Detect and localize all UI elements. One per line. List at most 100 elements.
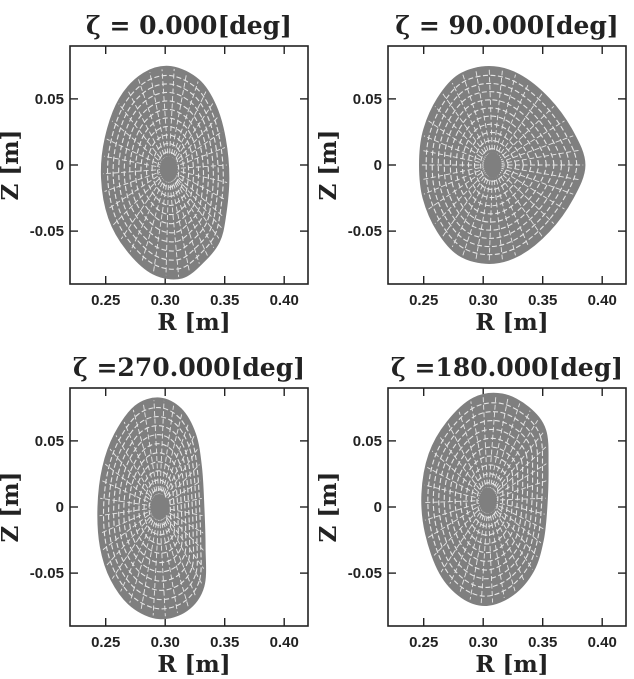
radial-grid-line bbox=[442, 93, 490, 160]
radial-grid-line bbox=[488, 508, 505, 598]
radial-grid-line bbox=[447, 422, 486, 495]
flux-surface-line bbox=[133, 461, 179, 554]
x-tick-label: 0.25 bbox=[91, 634, 120, 651]
y-axis-label: Z [m] bbox=[315, 472, 342, 543]
radial-grid-line bbox=[442, 170, 490, 237]
y-tick-label: -0.05 bbox=[30, 565, 64, 582]
radial-grid-line bbox=[172, 173, 223, 229]
y-axis-label: Z [m] bbox=[0, 472, 24, 543]
radial-grid-line bbox=[490, 403, 521, 493]
radial-grid-line bbox=[109, 448, 156, 503]
radial-grid-line bbox=[162, 510, 205, 552]
flux-surface-line bbox=[107, 74, 224, 270]
radial-grid-line bbox=[171, 175, 215, 249]
radial-grid-line bbox=[499, 165, 580, 181]
last-closed-flux-surface bbox=[100, 65, 230, 280]
radial-grid-line bbox=[142, 403, 159, 499]
radial-grid-line bbox=[104, 170, 164, 192]
y-tick-label: 0 bbox=[56, 157, 64, 174]
radial-grid-line bbox=[162, 497, 203, 507]
x-tick-label: 0.40 bbox=[588, 634, 617, 651]
radial-grid-line bbox=[172, 172, 225, 219]
radial-grid-line bbox=[111, 512, 156, 580]
radial-grid-line bbox=[434, 105, 489, 161]
radial-grid-line bbox=[152, 515, 160, 616]
radial-grid-line bbox=[111, 120, 165, 166]
radial-grid-line bbox=[169, 177, 190, 272]
last-closed-flux-surface bbox=[97, 397, 207, 620]
radial-grid-line bbox=[488, 67, 493, 158]
radial-grid-line bbox=[498, 168, 565, 210]
radial-grid-line bbox=[152, 177, 168, 274]
flux-surface-line bbox=[128, 452, 183, 564]
radial-grid-line bbox=[492, 502, 545, 530]
radial-grid-line bbox=[480, 508, 488, 604]
panel-title: ζ =270.000[deg] bbox=[73, 353, 305, 382]
y-tick-label: 0.05 bbox=[35, 433, 64, 450]
radial-grid-line bbox=[428, 120, 488, 162]
radial-grid-line bbox=[171, 102, 214, 164]
radial-grid-line bbox=[488, 172, 493, 263]
radial-grid-line bbox=[487, 508, 494, 603]
mesh-grid bbox=[420, 67, 585, 263]
radial-grid-line bbox=[497, 105, 555, 161]
flux-surface-line bbox=[123, 100, 209, 243]
radial-grid-line bbox=[423, 500, 483, 504]
radial-grid-line bbox=[161, 448, 198, 503]
flux-surface-line bbox=[123, 443, 187, 573]
panel-4: ζ =180.000[deg] 0.25 0.30 0.35 0.40 0.05 0 -0.0… bbox=[315, 353, 627, 678]
radial-grid-line bbox=[423, 484, 483, 500]
mesh-grid bbox=[102, 68, 228, 277]
radial-grid-line bbox=[132, 409, 158, 500]
radial-grid-line bbox=[170, 176, 200, 265]
radial-grid-line bbox=[499, 149, 580, 165]
x-tick-label: 0.35 bbox=[210, 634, 239, 651]
radial-grid-line bbox=[99, 497, 155, 507]
radial-grid-line bbox=[102, 168, 164, 175]
y-tick-label: 0 bbox=[56, 499, 64, 516]
flux-surface-line bbox=[431, 82, 570, 248]
radial-grid-line bbox=[421, 165, 488, 181]
radial-grid-line bbox=[170, 80, 199, 163]
x-tick-label: 0.35 bbox=[528, 634, 557, 651]
x-tick-label: 0.25 bbox=[91, 292, 120, 309]
radial-grid-line bbox=[118, 103, 166, 164]
radial-grid-line bbox=[439, 436, 485, 496]
flux-surface-line bbox=[443, 99, 555, 231]
radial-grid-line bbox=[112, 173, 165, 226]
radial-grid-line bbox=[99, 507, 155, 517]
x-tick-label: 0.35 bbox=[210, 292, 239, 309]
radial-grid-line bbox=[153, 400, 160, 499]
flux-surface-line bbox=[118, 434, 191, 582]
y-tick-label: -0.05 bbox=[348, 565, 382, 582]
radial-grid-line bbox=[105, 138, 164, 167]
radial-grid-line bbox=[496, 93, 543, 160]
radial-grid-line bbox=[482, 397, 489, 493]
panel-title: ζ = 0.000[deg] bbox=[86, 11, 292, 40]
radial-grid-line bbox=[492, 462, 548, 498]
radial-grid-line bbox=[172, 116, 219, 166]
radial-grid-line bbox=[173, 171, 227, 201]
radial-grid-line bbox=[160, 515, 178, 613]
y-tick-label: 0 bbox=[374, 499, 382, 516]
flux-surface-line bbox=[443, 428, 529, 571]
radial-grid-line bbox=[107, 171, 165, 210]
radial-grid-line bbox=[495, 171, 530, 248]
radial-grid-line bbox=[423, 166, 488, 195]
x-tick-label: 0.40 bbox=[270, 634, 299, 651]
radial-grid-line bbox=[101, 510, 155, 551]
radial-grid-line bbox=[494, 172, 517, 256]
magnetic-axis-core bbox=[150, 494, 169, 520]
radial-grid-line bbox=[162, 507, 204, 517]
radial-grid-line bbox=[451, 82, 490, 159]
x-axis-label: R [m] bbox=[475, 651, 548, 678]
radial-grid-line bbox=[490, 410, 531, 494]
x-axis-label: R [m] bbox=[157, 651, 230, 678]
flux-surface-line bbox=[454, 446, 519, 554]
radial-grid-line bbox=[159, 405, 174, 499]
radial-grid-line bbox=[161, 69, 169, 162]
magnetic-axis-core bbox=[478, 487, 497, 514]
panel-1: ζ = 0.000[deg] 0.25 0.30 0.35 0.40 0.05 0 -0.05… bbox=[0, 11, 309, 336]
radial-grid-line bbox=[161, 434, 196, 502]
